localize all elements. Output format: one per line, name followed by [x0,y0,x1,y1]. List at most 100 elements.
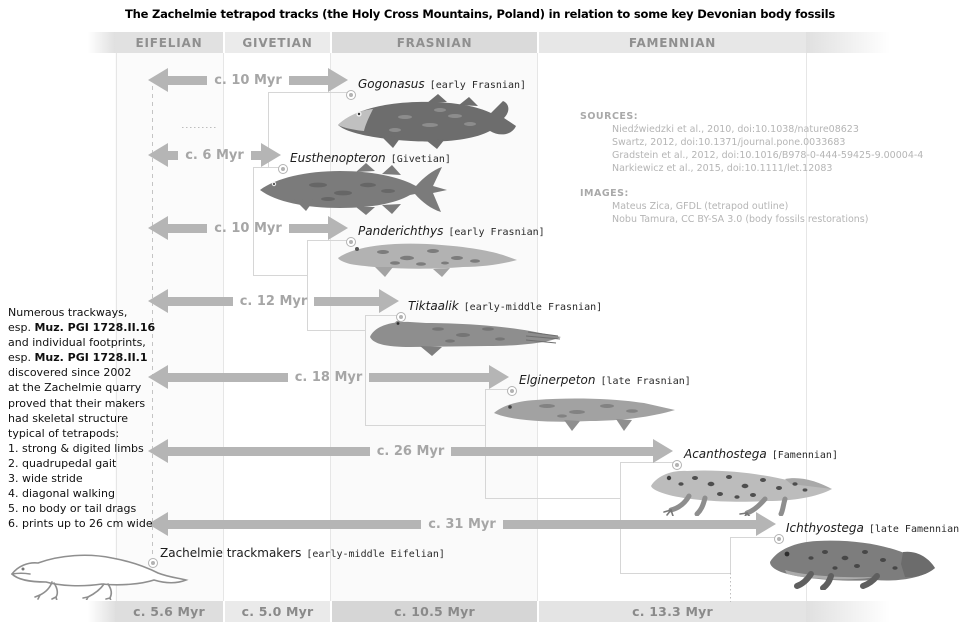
arrow-shaft [168,223,208,233]
taxon-label-trackmakers: Zachelmie trackmakers [early-middle Eifel… [160,546,445,560]
arrowhead-left-icon [148,439,168,463]
ghost-lineage-dotted-line [182,127,218,128]
genus-name: Panderichthys [358,224,444,238]
stage-header-label: FAMENNIAN [628,35,717,50]
duration-eifelian: c. 5.6 Myr [115,601,223,622]
column-divider [223,53,224,601]
image-credit-item: Nobu Tamura, CC BY-SA 3.0 (body fossils … [612,214,869,225]
images-heading: IMAGES: [580,188,629,199]
genus-name: Tiktaalik [408,299,459,313]
taxon-node-icon [346,237,356,247]
arrow-shaft [168,446,370,456]
stage-bracket: [late Frasnian] [600,376,691,387]
arrowhead-left-icon [148,365,168,389]
stage-bracket: [Famennian] [771,450,838,461]
note-line: esp. Muz. PGI 1728.II.16 [8,321,156,335]
taxon-node-icon [507,386,517,396]
note-line: 5. no body or tail drags [8,502,137,516]
genus-name: Elginerpeton [519,373,596,387]
arrow-shaft [451,446,654,456]
stage-bracket: [early Frasnian] [448,227,545,238]
arrow-shaft [168,150,179,160]
arrow-shaft [168,296,233,306]
stage-header-frasnian: FRASNIAN [330,32,537,53]
source-item: Narkiewicz et al., 2015, doi:10.1111/let… [612,163,833,174]
arrow-shaft [314,296,380,306]
arrowhead-left-icon [148,512,168,536]
image-credit-item: Mateus Zica, GFDL (tetrapod outline) [612,201,789,212]
trackways-note: Numerous trackways, esp. Muz. PGI 1728.I… [8,305,155,531]
cladogram-line [253,167,254,275]
arrowhead-left-icon [148,68,168,92]
gogonasus-illustration [335,92,520,154]
arrow-shaft [288,75,329,85]
stage-band-fade-right [806,32,890,53]
stage-bracket: [Givetian] [390,154,451,165]
note-line: 4. diagonal walking [8,487,115,501]
arrow-shaft [168,75,208,85]
cladogram-line [620,573,730,574]
trackmakers-time-line [152,86,153,557]
arrowhead-right-icon [261,143,282,167]
duration-label: c. 13.3 Myr [632,604,713,619]
cladogram-line [253,167,281,168]
gap-arrow-label: c. 26 Myr [376,443,445,459]
cladogram-line [253,275,307,276]
cladogram-line [485,389,486,498]
taxon-label-gogonasus: Gogonasus [early Frasnian] [358,77,526,91]
taxon-node-icon [396,312,406,322]
source-item: Gradstein et al., 2012, doi:10.1016/B978… [612,150,924,161]
taxon-node-icon [774,534,784,544]
taxon-node-icon [672,460,682,470]
note-line: 2. quadrupedal gait [8,456,117,470]
note-line: esp. Muz. PGI 1728.II.1 [8,351,148,365]
genus-name: Gogonasus [358,77,425,91]
taxon-node-icon [148,558,158,568]
cladogram-dotted-line [730,573,731,602]
taxon-label-tiktaalik: Tiktaalik [early-middle Frasnian] [408,299,602,313]
taxon-label-ichthyostega: Ichthyostega [late Famennian] [786,521,960,535]
genus-name: Acanthostega [684,447,767,461]
stage-band-fade-left [88,32,115,53]
arrowhead-left-icon [148,216,168,240]
eusthenopteron-illustration [258,163,448,219]
cladogram-line [730,537,731,573]
arrow-shaft [369,372,490,382]
arrowhead-left-icon [148,143,168,167]
note-line: typical of tetrapods: [8,426,120,440]
arrowhead-right-icon [379,289,400,313]
cladogram-line [307,240,349,241]
cladogram-line [620,462,621,573]
note-line: at the Zachelmie quarry [8,381,142,395]
cladogram-line [365,315,366,425]
duration-frasnian: c. 10.5 Myr [330,601,537,622]
gap-arrow-elginerpeton: c. 18 Myr [148,364,510,390]
stage-header-eifelian: EIFELIAN [115,32,223,53]
arrow-shaft [502,519,757,529]
cladogram-line [307,240,308,330]
taxon-node-icon [346,90,356,100]
note-line: Numerous trackways, [8,306,128,319]
gap-arrow-label: c. 10 Myr [214,72,282,88]
page-title: The Zachelmie tetrapod tracks (the Holy … [124,7,836,21]
taxon-node-icon [278,164,288,174]
gap-arrow-label: c. 6 Myr [185,147,244,163]
stage-header-famennian: FAMENNIAN [537,32,806,53]
gap-arrow-label: c. 12 Myr [239,293,308,309]
stage-bracket: [early Frasnian] [429,80,526,91]
tiktaalik-illustration [368,314,563,360]
gap-arrow-tiktaalik: c. 12 Myr [148,288,400,314]
cladogram-line [268,92,349,93]
cladogram-line [485,389,510,390]
taxon-label-acanthostega: Acanthostega [Famennian] [684,447,838,461]
cladogram-line [307,330,365,331]
duration-label: c. 10.5 Myr [394,604,475,619]
gap-arrow-label: c. 31 Myr [428,516,496,532]
note-line: discovered since 2002 [8,366,132,380]
trackmaker-outline-illustration [8,540,190,604]
arrow-shaft [250,150,262,160]
trackmakers-name: Zachelmie trackmakers [160,546,302,560]
stage-header-label: GIVETIAN [242,35,313,50]
taxon-label-elginerpeton: Elginerpeton [late Frasnian] [519,373,691,387]
